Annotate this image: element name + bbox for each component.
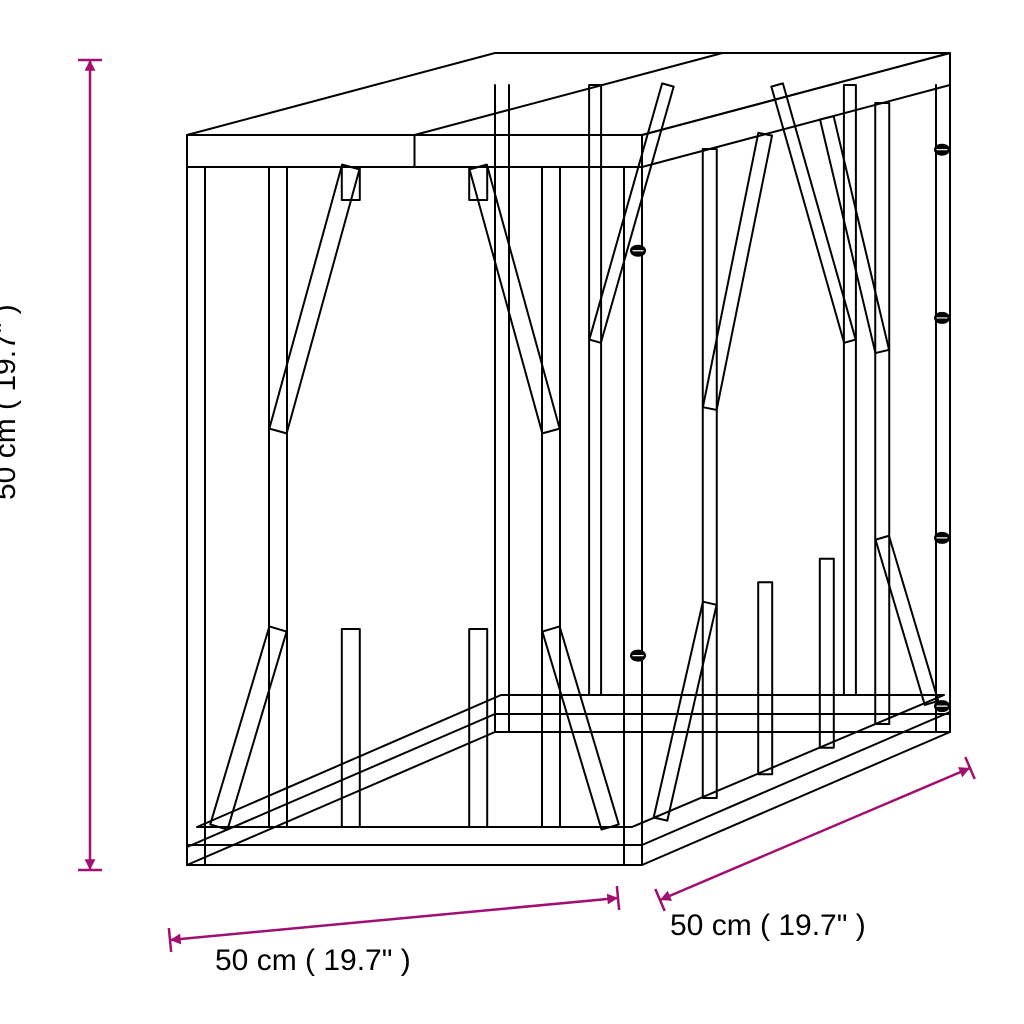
dim-line-width: [660, 768, 970, 900]
dim-label-width: 50 cm ( 19.7" ): [670, 909, 866, 942]
dim-line-depth: [170, 898, 618, 940]
back-panel-bars: [589, 83, 856, 695]
dim-label-depth: 50 cm ( 19.7" ): [215, 944, 411, 977]
dim-label-height: 50 cm ( 19.7" ): [0, 304, 22, 500]
right-panel-bars: [654, 103, 939, 821]
front-panel-bars: [210, 165, 619, 830]
product-drawing: [187, 53, 950, 865]
